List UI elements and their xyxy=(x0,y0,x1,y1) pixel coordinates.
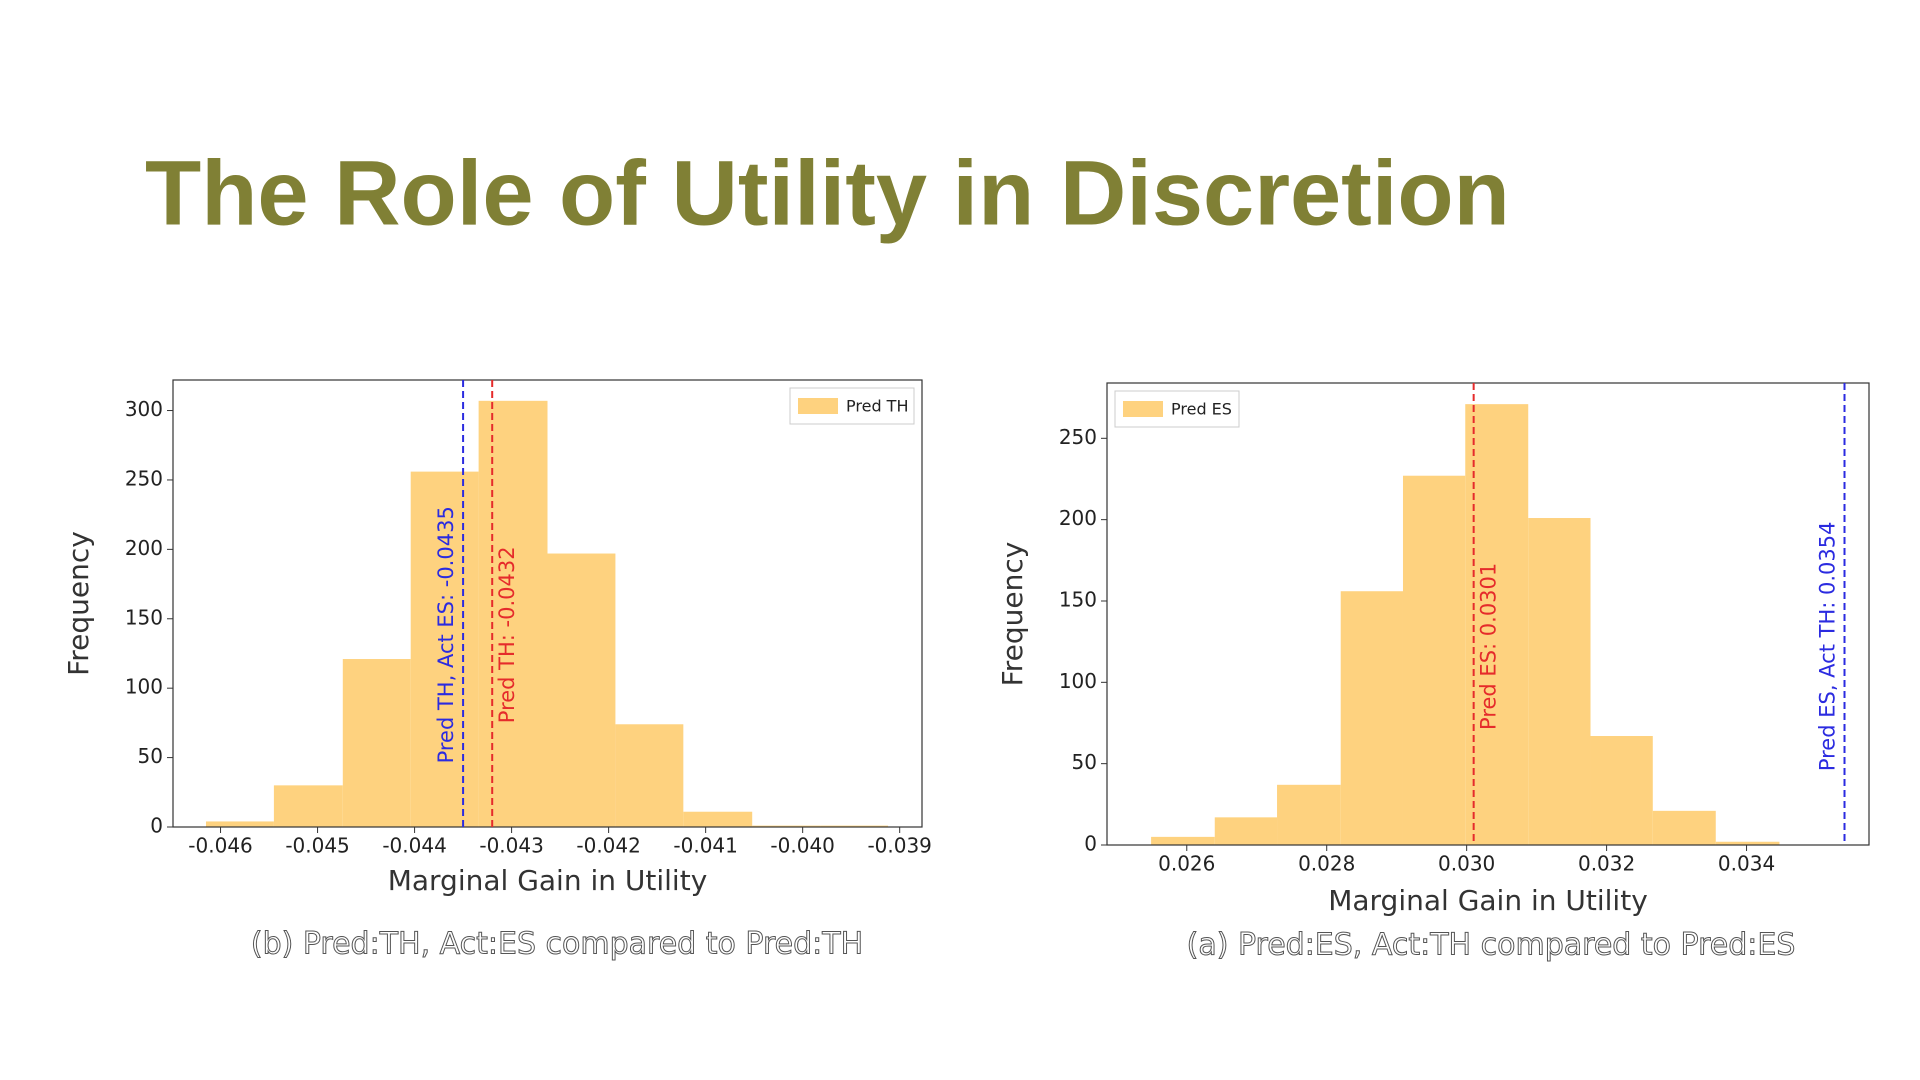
bar xyxy=(752,825,821,827)
y-tick-label: 100 xyxy=(125,675,163,699)
legend-label: Pred ES xyxy=(1171,400,1232,419)
reference-label: Pred ES, Act TH: 0.0354 xyxy=(1816,522,1840,772)
bar xyxy=(683,811,753,827)
y-tick-label: 100 xyxy=(1059,669,1097,693)
x-tick-label: 0.026 xyxy=(1158,852,1215,876)
slide-title: The Role of Utility in Discretion xyxy=(145,142,1510,244)
reference-label: Pred ES: 0.0301 xyxy=(1477,563,1501,730)
x-tick-label: -0.040 xyxy=(770,834,834,858)
bar xyxy=(1652,810,1716,845)
bar xyxy=(1590,736,1653,845)
bar xyxy=(1277,784,1341,845)
bar xyxy=(547,553,616,827)
bar xyxy=(1465,404,1529,845)
bar xyxy=(342,659,411,827)
y-axis-label: Frequency xyxy=(996,542,1029,687)
y-tick-label: 300 xyxy=(125,397,163,421)
y-tick-label: 50 xyxy=(138,744,163,768)
legend-swatch xyxy=(798,398,838,414)
y-tick-label: 250 xyxy=(1059,425,1097,449)
legend-swatch xyxy=(1123,401,1163,417)
x-tick-label: -0.046 xyxy=(188,834,252,858)
reference-label: Pred TH, Act ES: -0.0435 xyxy=(434,506,458,763)
bar xyxy=(1214,817,1278,845)
bar xyxy=(410,471,479,827)
bar xyxy=(615,724,684,827)
x-tick-label: -0.039 xyxy=(867,834,931,858)
x-tick-label: -0.044 xyxy=(382,834,446,858)
plot-frame xyxy=(172,379,923,828)
y-tick-label: 150 xyxy=(125,605,163,629)
x-tick-label: 0.028 xyxy=(1298,852,1355,876)
bar xyxy=(478,400,548,827)
y-tick-label: 250 xyxy=(125,466,163,490)
x-tick-label: -0.045 xyxy=(285,834,349,858)
bar xyxy=(1715,841,1780,845)
y-tick-label: 0 xyxy=(150,814,163,838)
caption: (a) Pred:ES, Act:TH compared to Pred:ES xyxy=(1187,928,1796,963)
x-tick-label: 0.034 xyxy=(1718,852,1775,876)
bar xyxy=(1340,591,1403,845)
x-axis-label: Marginal Gain in Utility xyxy=(388,864,708,897)
bar xyxy=(273,785,343,827)
x-tick-label: 0.030 xyxy=(1438,852,1495,876)
plot-frame xyxy=(1106,382,1870,846)
y-tick-label: 0 xyxy=(1084,832,1097,856)
y-tick-label: 200 xyxy=(125,536,163,560)
reference-label: Pred TH: -0.0432 xyxy=(495,546,519,723)
legend-label: Pred TH xyxy=(846,397,908,416)
bar xyxy=(1151,836,1215,845)
caption: (b) Pred:TH, Act:ES compared to Pred:TH xyxy=(251,927,863,962)
x-tick-label: -0.043 xyxy=(479,834,543,858)
x-tick-label: 0.032 xyxy=(1578,852,1635,876)
bar xyxy=(205,821,274,827)
x-tick-label: -0.041 xyxy=(673,834,737,858)
y-tick-label: 150 xyxy=(1059,587,1097,611)
bar xyxy=(1402,475,1466,845)
bar xyxy=(1528,518,1591,845)
x-tick-label: -0.042 xyxy=(576,834,640,858)
x-axis-label: Marginal Gain in Utility xyxy=(1328,884,1648,917)
y-tick-label: 200 xyxy=(1059,506,1097,530)
y-axis-label: Frequency xyxy=(62,531,95,676)
bar xyxy=(820,825,889,827)
y-tick-label: 50 xyxy=(1072,750,1097,774)
